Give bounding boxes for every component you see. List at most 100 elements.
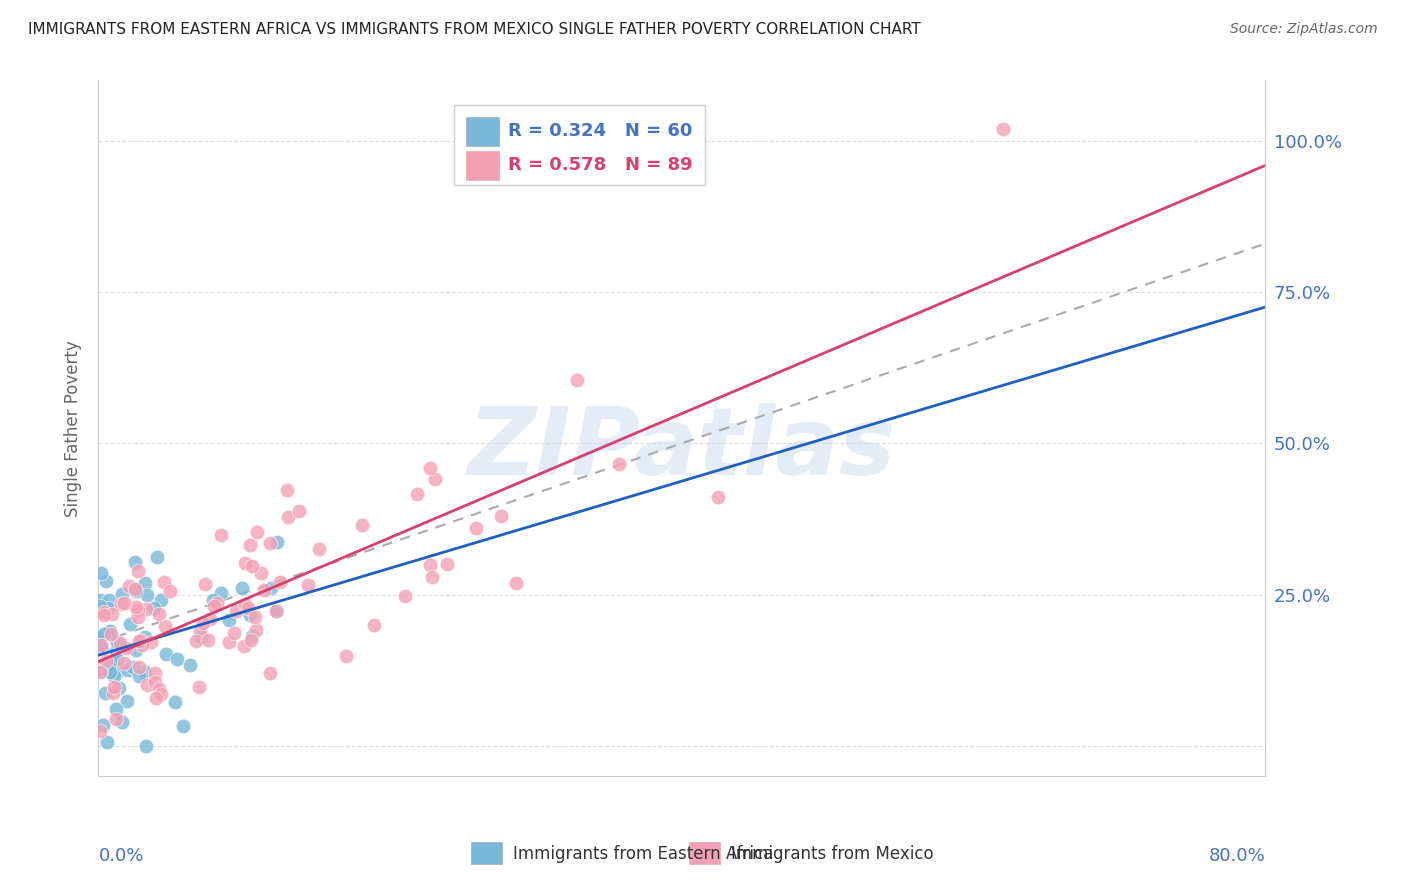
Point: [276, 483, 298, 497]
Point: [111, 587, 134, 601]
Point: [218, 613, 240, 627]
Point: [218, 635, 240, 649]
Point: [124, 582, 146, 597]
Point: [89, 593, 111, 607]
Text: Immigrants from Eastern Africa: Immigrants from Eastern Africa: [513, 845, 773, 863]
Point: [706, 491, 728, 505]
Point: [335, 649, 357, 664]
Point: [97, 626, 120, 640]
Point: [145, 666, 167, 681]
Text: ZIPatlas: ZIPatlas: [468, 403, 896, 495]
Point: [233, 598, 256, 612]
Point: [146, 549, 169, 564]
Point: [110, 597, 132, 611]
Point: [128, 660, 150, 674]
Point: [350, 517, 373, 532]
Point: [127, 565, 149, 579]
Point: [135, 739, 157, 753]
Bar: [465, 117, 499, 146]
Point: [105, 651, 128, 665]
Point: [209, 527, 232, 541]
Point: [186, 634, 208, 648]
Point: [101, 607, 124, 622]
Point: [224, 626, 246, 640]
Point: [243, 610, 266, 624]
Point: [135, 602, 157, 616]
Point: [112, 657, 135, 671]
Point: [89, 599, 111, 614]
Point: [191, 615, 214, 630]
Point: [100, 658, 122, 673]
Point: [94, 686, 117, 700]
Point: [607, 458, 630, 472]
Point: [93, 626, 115, 640]
Point: [122, 660, 145, 674]
Point: [266, 604, 288, 618]
Point: [245, 623, 267, 637]
Point: [259, 666, 281, 681]
Point: [136, 677, 159, 691]
Point: [117, 663, 139, 677]
Point: [97, 660, 120, 674]
Text: 0.0%: 0.0%: [98, 847, 143, 865]
Point: [233, 639, 256, 653]
Point: [94, 654, 117, 668]
Point: [93, 608, 115, 623]
Point: [145, 690, 167, 705]
Point: [131, 638, 153, 652]
Point: [117, 694, 139, 708]
Point: [103, 669, 125, 683]
Y-axis label: Single Father Poverty: Single Father Poverty: [65, 340, 83, 516]
Point: [420, 570, 443, 584]
Point: [96, 626, 118, 640]
Point: [107, 635, 129, 649]
Point: [436, 558, 458, 572]
Point: [423, 472, 446, 486]
Point: [172, 719, 194, 733]
Text: IMMIGRANTS FROM EASTERN AFRICA VS IMMIGRANTS FROM MEXICO SINGLE FATHER POVERTY C: IMMIGRANTS FROM EASTERN AFRICA VS IMMIGR…: [28, 22, 921, 37]
Point: [238, 538, 260, 552]
Point: [150, 593, 173, 607]
Point: [127, 609, 149, 624]
Point: [89, 724, 111, 739]
Point: [101, 686, 124, 700]
Point: [259, 535, 281, 549]
Point: [188, 624, 211, 638]
Bar: [454, 104, 706, 185]
Point: [89, 665, 111, 679]
Point: [104, 712, 127, 726]
Point: [153, 575, 176, 590]
Point: [419, 558, 441, 572]
Point: [134, 632, 156, 647]
Point: [91, 718, 114, 732]
Text: 80.0%: 80.0%: [1209, 847, 1265, 865]
Bar: [465, 151, 499, 180]
Point: [155, 647, 177, 661]
Point: [128, 634, 150, 648]
Point: [93, 606, 115, 620]
Point: [105, 665, 128, 679]
Point: [94, 574, 117, 589]
Point: [124, 555, 146, 569]
Point: [266, 535, 288, 549]
Point: [100, 627, 122, 641]
Point: [297, 578, 319, 592]
Point: [155, 618, 177, 632]
Point: [464, 520, 486, 534]
Point: [90, 641, 112, 656]
Point: [200, 612, 222, 626]
Text: Immigrants from Mexico: Immigrants from Mexico: [731, 845, 934, 863]
Point: [242, 558, 264, 573]
Point: [143, 674, 166, 689]
Point: [419, 460, 441, 475]
Point: [252, 583, 274, 598]
Point: [269, 574, 291, 589]
Text: R = 0.578   N = 89: R = 0.578 N = 89: [508, 156, 693, 174]
Point: [97, 601, 120, 615]
Point: [179, 657, 201, 672]
Point: [112, 596, 135, 610]
Point: [148, 607, 170, 621]
Point: [250, 566, 273, 581]
Point: [117, 579, 139, 593]
Point: [308, 541, 330, 556]
